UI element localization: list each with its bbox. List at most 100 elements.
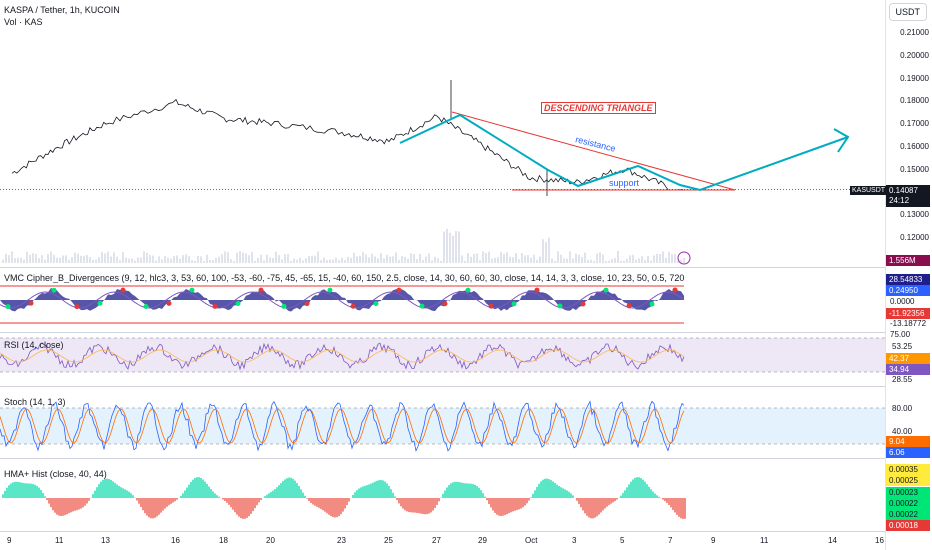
hma-bar	[612, 498, 614, 503]
currency-button[interactable]: USDT	[888, 3, 927, 21]
hma-bar	[430, 498, 432, 513]
hma-bar	[670, 498, 672, 508]
hma-bar	[190, 481, 192, 498]
hma-bar	[380, 480, 382, 498]
volume-bar	[269, 257, 271, 263]
volume-bar	[632, 254, 634, 263]
hma-bar	[414, 498, 416, 513]
hma-bar	[654, 493, 656, 498]
volume-bar	[122, 252, 124, 263]
volume-bar	[350, 257, 352, 263]
pane-divider[interactable]	[0, 267, 932, 268]
hma-bar	[606, 498, 608, 507]
volume-bar	[641, 256, 643, 263]
volume-bar	[332, 259, 334, 263]
volume-bar	[29, 254, 31, 263]
hma-bar	[666, 498, 668, 503]
hma-bar	[56, 498, 58, 515]
alert-icon	[677, 251, 691, 265]
hma-bar	[18, 482, 20, 498]
hma-bar	[46, 498, 48, 500]
hma-bar	[652, 491, 654, 498]
hma-bar	[40, 489, 42, 498]
pane-divider[interactable]	[0, 531, 932, 532]
hma-bar	[12, 482, 14, 498]
volume-bar	[665, 257, 667, 263]
volume-bar	[71, 257, 73, 263]
vmc-dot	[488, 303, 494, 309]
hma-bar	[28, 483, 30, 498]
hma-bar	[668, 498, 670, 506]
hma-bar	[290, 477, 292, 498]
pane-divider[interactable]	[0, 458, 932, 459]
support-label: support	[609, 178, 640, 188]
volume-bar	[317, 251, 319, 263]
volume-bar	[50, 251, 52, 263]
hma-bar	[364, 485, 366, 498]
volume-bar	[611, 259, 613, 263]
chart-title: KASPA / Tether, 1h, KUCOIN	[4, 5, 120, 15]
volume-bar	[35, 253, 37, 263]
volume-bar	[452, 235, 454, 263]
hma-bar	[460, 482, 462, 498]
hma-bar	[488, 498, 490, 504]
vmc-value: 28.54833	[886, 274, 930, 285]
hma-bar	[648, 486, 650, 498]
time-tick: 20	[266, 536, 275, 545]
hma-bar	[534, 490, 536, 498]
hma-label[interactable]: HMA+ Hist (close, 40, 44)	[4, 469, 107, 479]
pane-divider[interactable]	[0, 332, 932, 333]
hma-bar	[486, 498, 488, 501]
hma-bar	[308, 498, 310, 501]
hma-bar	[634, 477, 636, 498]
volume-bar	[290, 260, 292, 263]
volume-bar	[524, 255, 526, 263]
time-tick: 13	[101, 536, 110, 545]
symbol-badge: KASUSDT	[850, 186, 888, 195]
hma-bar	[420, 498, 422, 514]
hma-bar	[138, 498, 140, 504]
volume-bar	[32, 253, 34, 263]
price-tick: 0.19000	[900, 74, 929, 83]
hma-bar	[148, 498, 150, 518]
hma-bar	[384, 481, 386, 498]
hma-bar	[278, 485, 280, 498]
vmc-dot	[5, 304, 11, 310]
volume-bar	[203, 260, 205, 263]
volume-bar	[293, 258, 295, 263]
hma-bar	[304, 495, 306, 498]
volume-bar	[260, 254, 262, 263]
hma-bar	[572, 495, 574, 498]
hma-bar	[446, 487, 448, 498]
volume-bar	[239, 251, 241, 263]
hma-bar	[514, 498, 516, 511]
time-tick: 11	[760, 536, 769, 545]
hma-bar	[306, 498, 308, 499]
hma-bar	[470, 483, 472, 498]
vmc-label[interactable]: VMC Cipher_B_Divergences (9, 12, hlc3, 3…	[4, 273, 684, 283]
price-chart[interactable]	[0, 0, 885, 550]
hma-bar	[154, 498, 156, 518]
hma-bar	[644, 481, 646, 498]
pane-divider[interactable]	[0, 386, 932, 387]
volume-bar	[602, 254, 604, 263]
hma-bar	[584, 498, 586, 514]
hma-bar	[16, 481, 18, 498]
hma-bar	[528, 498, 530, 501]
hma-bar	[452, 482, 454, 498]
volume-bar	[446, 228, 448, 263]
rsi-label[interactable]: RSI (14, close)	[4, 340, 64, 350]
volume-bar	[653, 255, 655, 263]
hma-bar	[370, 483, 372, 498]
vmc-dot	[442, 301, 448, 307]
hma-bar	[650, 489, 652, 498]
vmc-dot	[580, 301, 586, 307]
hma-bar	[494, 498, 496, 513]
volume-bar	[470, 256, 472, 263]
hma-bar	[228, 498, 230, 505]
hma-bar	[172, 498, 174, 503]
hma-bar	[356, 490, 358, 498]
time-axis[interactable]: 9 11 13 16 18 20 23 25 27 29 Oct 3 5 7 9 11 14 16	[0, 531, 885, 550]
volume-bar	[512, 257, 514, 263]
stoch-label[interactable]: Stoch (14, 1, 3)	[4, 397, 66, 407]
